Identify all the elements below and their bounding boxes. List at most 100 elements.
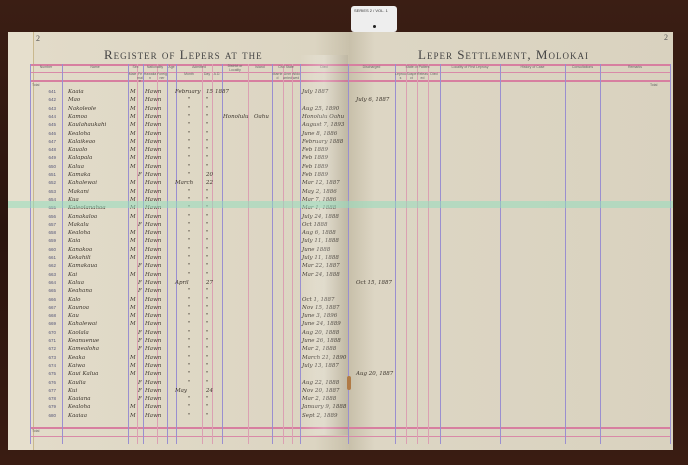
column-header: Name (90, 65, 100, 69)
patient-nationality: Hawn (145, 346, 162, 353)
patient-name: Kaolala (68, 329, 89, 336)
date-died: Mar 2, 1888 (302, 396, 336, 402)
column-header: Released (417, 72, 428, 80)
ditto-mark: " (188, 346, 191, 353)
row-number: 665 (48, 288, 56, 294)
patient-nationality: Hawn (145, 238, 162, 245)
ditto-mark: " (188, 147, 191, 154)
row-number: 653 (48, 188, 56, 194)
patient-sex: F (138, 172, 142, 178)
patient-name: Kaaiaa (68, 412, 87, 419)
title-right: Leper Settlement, Molokai (418, 47, 589, 62)
row-number: 654 (48, 196, 56, 202)
patient-name: Kanakoa (68, 246, 93, 253)
admitted-day: 27 (206, 279, 213, 286)
patient-nationality: Hawn (145, 213, 162, 220)
column-rule (157, 64, 158, 444)
patient-name: Kalua (68, 163, 84, 170)
ditto-mark: " (206, 155, 209, 162)
patient-name: Kai (68, 271, 78, 278)
admitted-year: 1887 (215, 89, 229, 95)
patient-name: Kamealoha (68, 346, 100, 353)
patient-name: Kaulia (68, 379, 86, 386)
column-rule (143, 64, 144, 444)
row-number: 678 (48, 396, 56, 402)
patient-name: Kealoha (68, 130, 91, 137)
patient-name: Kaleolanahoa (68, 205, 106, 212)
date-died: Honolulu Oahu (302, 114, 344, 120)
date-died: June 8, 1886 (302, 131, 337, 137)
ditto-mark: " (188, 263, 191, 270)
ditto-mark: " (206, 113, 209, 120)
column-rule (212, 64, 213, 444)
patient-sex: M (130, 113, 136, 120)
date-died: Oct 1888 (302, 222, 328, 228)
patient-sex: M (130, 163, 136, 170)
patient-nationality: Hawn (145, 105, 162, 112)
patient-sex: F (138, 329, 142, 336)
row-number: 648 (48, 147, 56, 153)
ditto-mark: " (188, 172, 191, 178)
column-header: Female (137, 72, 143, 84)
date-discharged: July 6, 1887 (356, 97, 390, 104)
date-died: Feb 1889 (302, 147, 328, 153)
column-header: Hawaiian (143, 72, 157, 80)
patient-name: Kealoha (68, 230, 91, 237)
ditto-mark: " (206, 221, 209, 228)
patient-nationality: Hawn (145, 338, 162, 344)
column-header: District or Locality (227, 64, 243, 72)
patient-name: Kamoa (68, 113, 88, 120)
patient-nationality: Hawn (145, 163, 162, 170)
row-number: 645 (48, 122, 56, 128)
patient-sex: M (130, 130, 136, 137)
patient-sex: M (130, 147, 136, 154)
admitted-day: 15 (206, 89, 213, 95)
ditto-mark: " (206, 371, 209, 378)
patient-nationality: Hawn (145, 279, 162, 286)
admitted-day: 22 (206, 180, 213, 187)
ditto-mark: " (188, 313, 191, 320)
admitted-month: April (175, 279, 189, 286)
ditto-mark: " (206, 263, 209, 270)
right-page (349, 32, 673, 450)
column-rule (62, 64, 63, 444)
patient-sex: M (130, 180, 136, 187)
ditto-mark: " (206, 329, 209, 336)
page-number-right: 2 (664, 33, 668, 42)
date-died: Aug 20, 1888 (302, 330, 339, 336)
patient-sex: M (130, 313, 136, 320)
paper-stain (347, 376, 351, 390)
date-died: June 3, 1896 (302, 313, 337, 319)
date-died: July 13, 1887 (302, 363, 339, 369)
patient-nationality: Hawn (145, 329, 162, 336)
row-number: 677 (48, 387, 56, 393)
ditto-mark: " (206, 246, 209, 253)
column-header: Died (300, 65, 348, 70)
patient-name: Kalua (68, 279, 84, 286)
row-number: 674 (48, 362, 56, 368)
ditto-mark: " (188, 155, 191, 162)
column-header: Civil State (278, 65, 294, 69)
patient-nationality: Hawn (145, 230, 162, 237)
patient-sex: M (130, 196, 136, 203)
patient-nationality: Hawn (145, 263, 162, 270)
patient-nationality: Hawn (145, 412, 162, 419)
column-header: Leprous (395, 72, 406, 80)
ditto-mark: " (206, 412, 209, 419)
column-header: Age (168, 65, 175, 69)
date-died: Aug 6, 1888 (302, 230, 336, 236)
patient-sex: F (138, 288, 142, 295)
ditto-mark: " (188, 321, 191, 328)
column-rule (167, 64, 168, 444)
row-number: 649 (48, 155, 56, 161)
ditto-mark: " (206, 321, 209, 328)
ditto-mark: " (206, 255, 209, 261)
column-header: Day (203, 72, 211, 76)
patient-sex: F (138, 263, 142, 270)
date-died: July 24, 1888 (302, 214, 339, 220)
patient-sex: M (130, 97, 136, 104)
ditto-mark: " (206, 288, 209, 295)
row-number: 666 (48, 296, 56, 302)
patient-sex: M (130, 205, 136, 212)
patient-nationality: Hawn (145, 130, 162, 137)
